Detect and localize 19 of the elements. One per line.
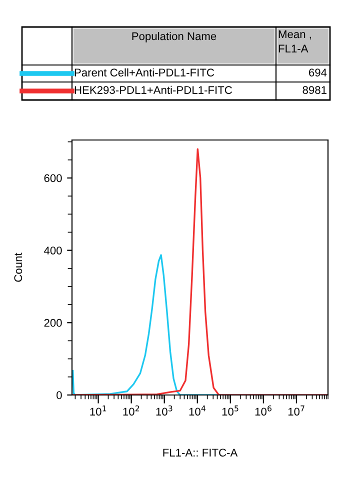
y-tick-label: 0 <box>56 391 62 400</box>
x-tick-label: 10$^{2}$ <box>123 405 140 416</box>
x-tick-label: 10$^{5}$ <box>222 406 238 416</box>
y-axis-title: Count <box>14 252 22 282</box>
x-tick-label: 10$^{1}$ <box>90 406 106 416</box>
text: Population Name <box>132 32 216 42</box>
x-axis-title: FL1-A:: FITC-A <box>163 448 238 457</box>
x-tick-label: 10$^{6}$ <box>255 405 272 416</box>
legend-label: HEK293-PDL1+Anti-PDL1-FITC <box>74 86 232 94</box>
legend-label: Parent Cell+Anti-PDL1-FITC <box>74 68 214 76</box>
x-tick-label: 10$^{4}$ <box>189 406 206 416</box>
y-tick-label: 600 <box>44 174 62 182</box>
x-tick-label: 10$^{7}$ <box>288 406 304 416</box>
text: 8981 <box>302 86 326 94</box>
x-tick-label: 10$^{3}$ <box>156 405 172 416</box>
text: Mean , FL1-A <box>278 30 311 52</box>
y-tick-label: 400 <box>44 246 62 254</box>
text: 694 <box>309 68 327 76</box>
y-tick-label: 200 <box>44 318 62 327</box>
